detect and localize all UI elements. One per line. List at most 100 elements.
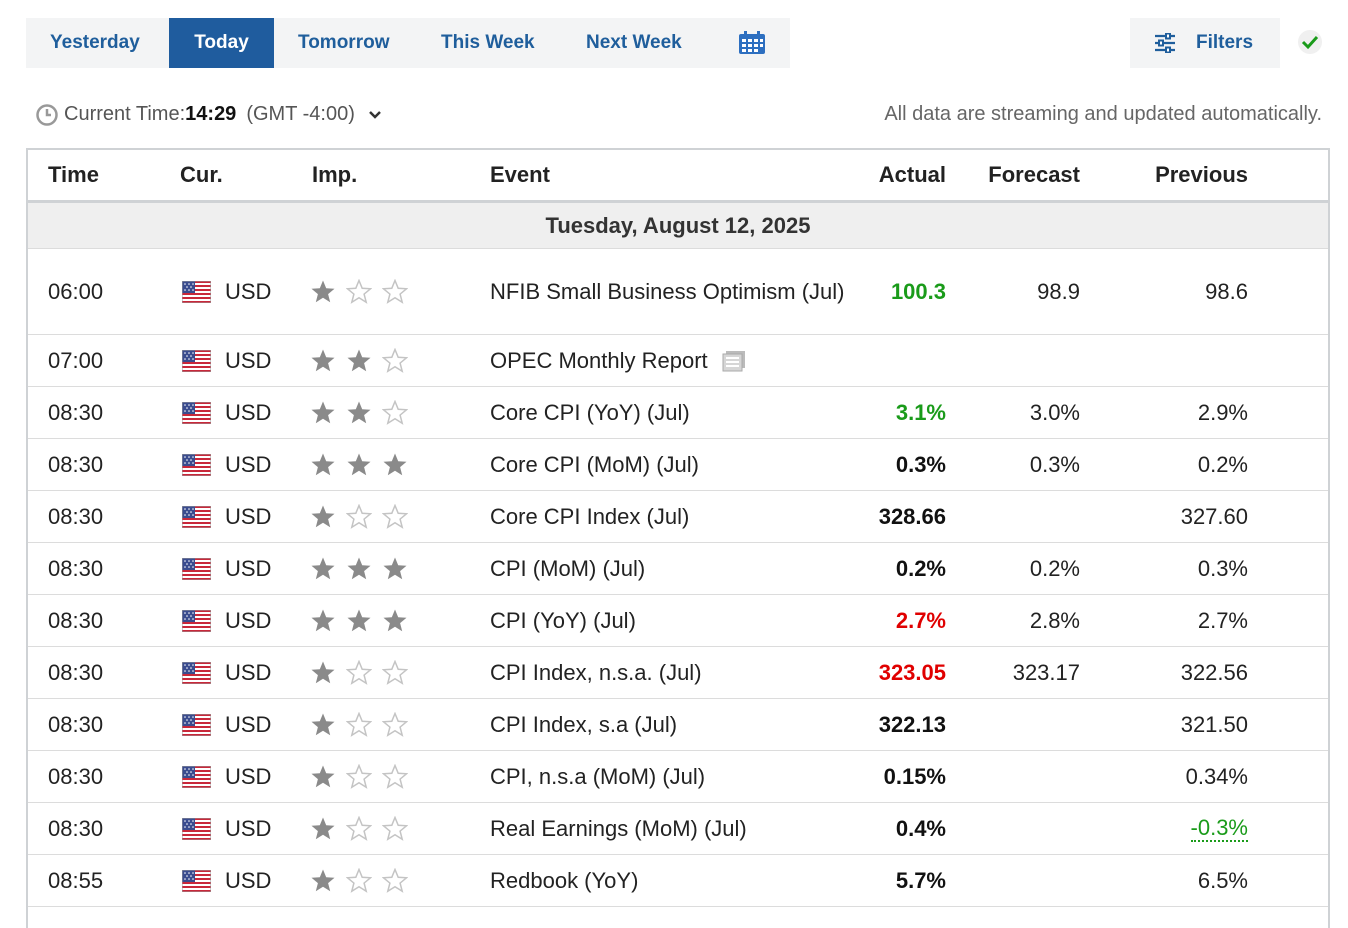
table-row[interactable]: 08:30 USD Real Earnings (MoM) (Jul) 0.4%… [28, 803, 1328, 855]
table-row[interactable]: 08:55 USD Redbook (YoY) 5.7% 6.5% [28, 855, 1328, 907]
actual-value: 328.66 [878, 503, 946, 529]
chevron-down-icon[interactable] [368, 110, 381, 120]
event-cell: OPEC Monthly Report [490, 335, 850, 386]
header-time: Time [48, 162, 99, 187]
us-flag-icon [182, 280, 225, 303]
star-empty-icon [382, 659, 408, 685]
tab-this-week[interactable]: This Week [441, 32, 535, 53]
table-row[interactable]: 08:30 USD CPI Index, s.a (Jul) 322.13 32… [28, 699, 1328, 751]
tab-yesterday[interactable]: Yesterday [50, 32, 140, 53]
star-filled-icon [347, 349, 371, 371]
currency-code: USD [225, 555, 272, 581]
table-row[interactable]: 08:30 USD CPI (YoY) (Jul) 2.7% 2.8% 2.7% [28, 595, 1328, 647]
currency-cell: USD [182, 335, 271, 386]
previous-text: 2.9% [1197, 399, 1248, 425]
actual-value: 322.13 [878, 711, 946, 737]
us-flag-icon [182, 609, 225, 632]
event-time: 07:00 [48, 347, 104, 373]
calendar-icon[interactable] [738, 31, 766, 55]
filters-button[interactable]: Filters [1130, 18, 1280, 68]
table-row[interactable]: 06:00 USD NFIB Small Business Optimism (… [28, 249, 1328, 335]
us-flag-icon [182, 713, 225, 736]
previous-value: 321.50 [1181, 699, 1248, 750]
checkmark-icon[interactable] [1298, 30, 1322, 54]
star-empty-icon [382, 347, 408, 373]
event-time: 08:30 [48, 711, 104, 737]
star-empty-icon [346, 503, 372, 529]
forecast-value: 2.8% [1029, 607, 1080, 633]
us-flag-icon [182, 401, 225, 424]
star-filled-icon [311, 557, 335, 579]
forecast-value: 98.9 [1037, 278, 1080, 304]
tab-tomorrow[interactable]: Tomorrow [298, 32, 390, 53]
previous-value: 98.6 [1205, 249, 1248, 334]
importance-stars [310, 647, 418, 698]
currency-code: USD [225, 867, 272, 893]
event-time: 08:30 [48, 399, 104, 425]
star-empty-icon [382, 867, 408, 893]
previous-value: 0.34% [1186, 751, 1248, 802]
star-filled-icon [311, 869, 335, 891]
star-filled-icon [383, 557, 407, 579]
currency-cell: USD [182, 855, 271, 906]
event-name-link[interactable]: Core CPI Index (Jul) [490, 504, 690, 529]
event-name-link[interactable]: CPI Index, s.a (Jul) [490, 712, 678, 737]
previous-text: 0.3% [1197, 555, 1248, 581]
event-name-link[interactable]: Real Earnings (MoM) (Jul) [490, 816, 747, 841]
star-empty-icon [382, 711, 408, 737]
currency-code: USD [225, 278, 272, 304]
economic-calendar-table: Time Cur. Imp. Event Actual Forecast Pre… [26, 148, 1330, 928]
previous-text: 321.50 [1180, 711, 1248, 737]
star-filled-icon [311, 661, 335, 683]
table-row[interactable]: 07:00 USD OPEC Monthly Report [28, 335, 1328, 387]
table-row[interactable]: 08:30 USD Core CPI (YoY) (Jul) 3.1% 3.0%… [28, 387, 1328, 439]
star-filled-icon [311, 280, 335, 302]
previous-text: 0.34% [1185, 763, 1248, 789]
previous-text: 2.7% [1197, 607, 1248, 633]
importance-stars [310, 699, 418, 750]
clock-icon [36, 103, 58, 126]
tab-today[interactable]: Today [169, 18, 274, 68]
currency-code: USD [225, 711, 272, 737]
event-time: 08:55 [48, 867, 104, 893]
star-filled-icon [311, 765, 335, 787]
timezone-selector[interactable]: (GMT -4:00) [246, 103, 355, 125]
star-empty-icon [346, 659, 372, 685]
currency-code: USD [225, 659, 272, 685]
event-name-link[interactable]: OPEC Monthly Report [490, 348, 708, 373]
previous-value: 0.3% [1198, 543, 1248, 594]
previous-value[interactable]: -0.3% [1190, 803, 1248, 854]
previous-text: 322.56 [1180, 659, 1248, 685]
previous-revised-value[interactable]: -0.3% [1190, 814, 1248, 842]
event-cell: Core CPI (MoM) (Jul) [490, 439, 850, 490]
table-row[interactable]: 08:30 USD Core CPI Index (Jul) 328.66 32… [28, 491, 1328, 543]
event-name-link[interactable]: Redbook (YoY) [490, 868, 639, 893]
star-filled-icon [347, 401, 371, 423]
table-header: Time Cur. Imp. Event Actual Forecast Pre… [28, 150, 1328, 203]
table-row[interactable]: 08:30 USD CPI (MoM) (Jul) 0.2% 0.2% 0.3% [28, 543, 1328, 595]
previous-text: 327.60 [1180, 503, 1248, 529]
event-name-link[interactable]: CPI, n.s.a (MoM) (Jul) [490, 764, 706, 789]
us-flag-icon [182, 817, 225, 840]
previous-value: 2.9% [1198, 387, 1248, 438]
star-filled-icon [383, 609, 407, 631]
event-name-link[interactable]: Core CPI (YoY) (Jul) [490, 400, 690, 425]
table-row[interactable]: 08:30 USD CPI, n.s.a (MoM) (Jul) 0.15% 0… [28, 751, 1328, 803]
event-name-link[interactable]: CPI (MoM) (Jul) [490, 556, 646, 581]
currency-cell: USD [182, 699, 271, 750]
tab-next-week[interactable]: Next Week [586, 32, 682, 53]
event-name-link[interactable]: NFIB Small Business Optimism (Jul) [490, 279, 845, 304]
event-cell: CPI, n.s.a (MoM) (Jul) [490, 751, 850, 802]
table-row[interactable]: 08:30 USD Core CPI (MoM) (Jul) 0.3% 0.3%… [28, 439, 1328, 491]
us-flag-icon [182, 505, 225, 528]
report-icon[interactable] [722, 350, 746, 372]
event-time: 08:30 [48, 763, 104, 789]
table-row[interactable]: 08:30 USD CPI Index, n.s.a. (Jul) 323.05… [28, 647, 1328, 699]
event-name-link[interactable]: CPI (YoY) (Jul) [490, 608, 636, 633]
event-name-link[interactable]: Core CPI (MoM) (Jul) [490, 452, 700, 477]
event-cell: Core CPI Index (Jul) [490, 491, 850, 542]
currency-cell: USD [182, 647, 271, 698]
event-name-link[interactable]: CPI Index, n.s.a. (Jul) [490, 660, 702, 685]
importance-stars [310, 439, 418, 490]
event-cell: Redbook (YoY) [490, 855, 850, 906]
